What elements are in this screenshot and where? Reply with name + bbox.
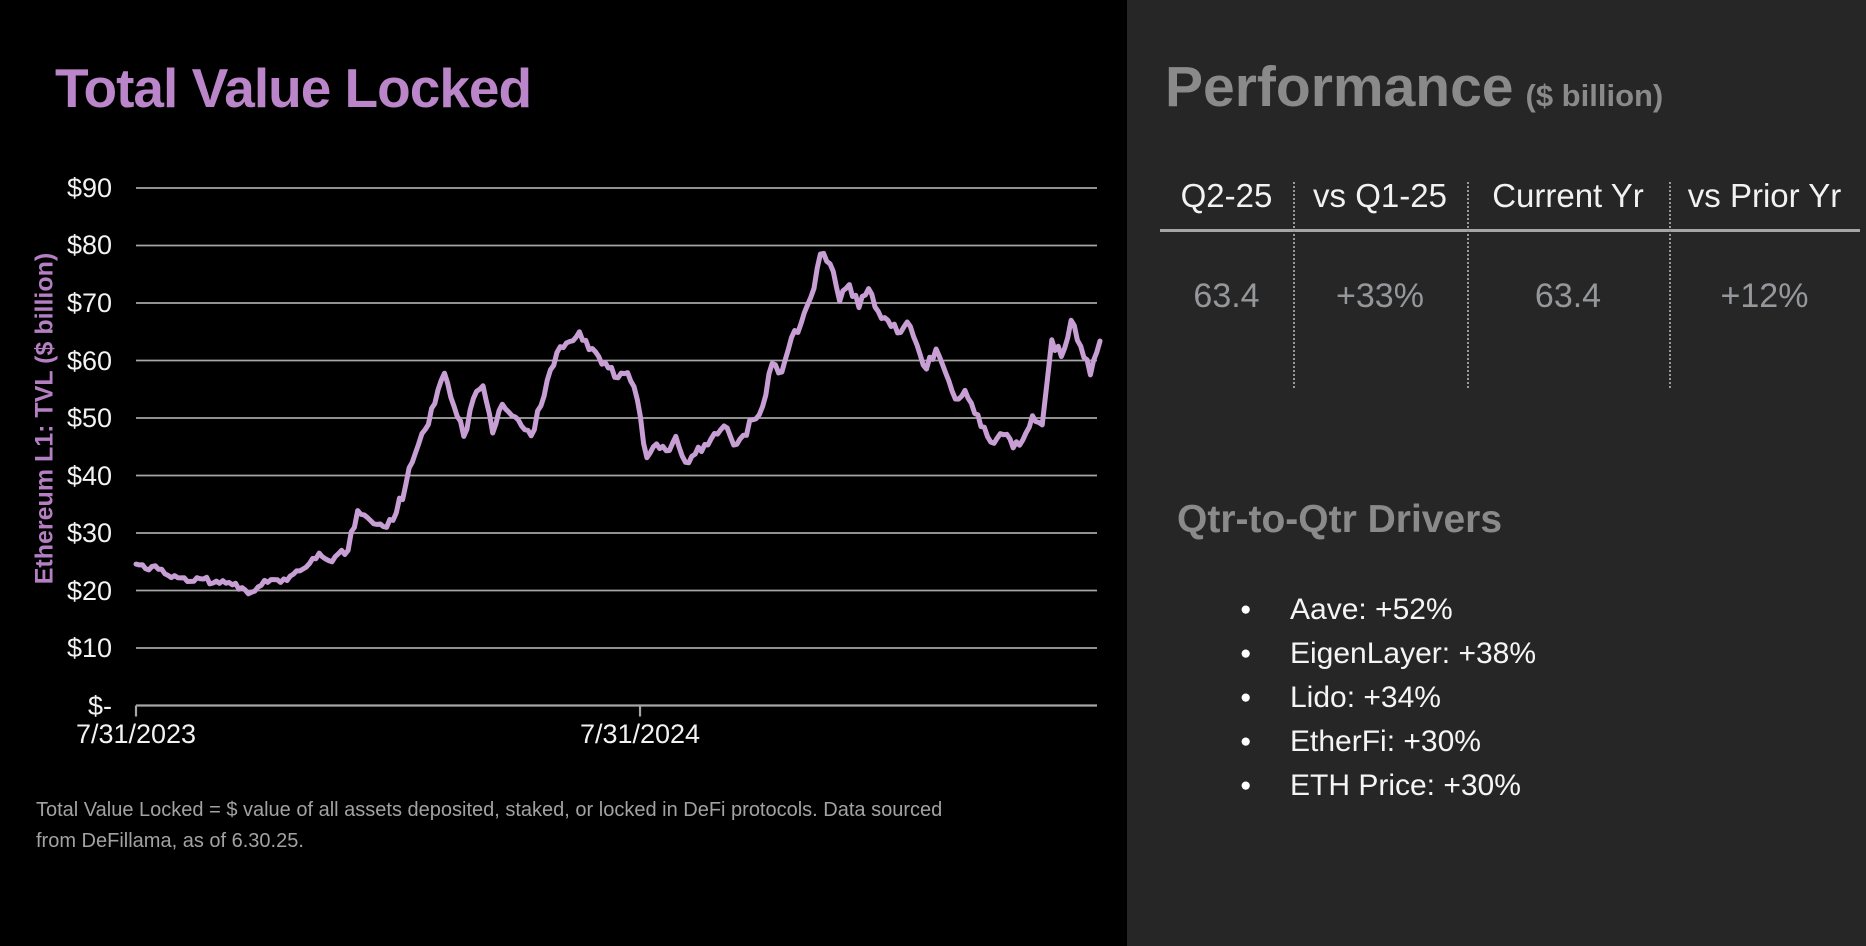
table-column-separator: [1293, 182, 1295, 388]
y-tick-label: $20: [66, 576, 112, 606]
tvl-series-line: [133, 250, 1103, 597]
list-item: ● EigenLayer: +38%: [1240, 632, 1536, 676]
driver-text: Aave: +52%: [1290, 593, 1453, 626]
y-tick-label: $60: [66, 346, 112, 376]
value-vs-q1-25: +33%: [1336, 277, 1424, 315]
table-header-underline: [1160, 229, 1860, 232]
column-header-vs-q1-25: vs Q1-25: [1313, 177, 1447, 214]
bullet-icon: ●: [1240, 731, 1252, 752]
value-current-yr: 63.4: [1534, 277, 1602, 315]
driver-text: EtherFi: +30%: [1290, 725, 1481, 758]
y-tick-label: $10: [66, 633, 112, 663]
bullet-icon: ●: [1240, 643, 1252, 664]
y-tick-label: $80: [66, 230, 112, 260]
y-tick-label: $30: [66, 518, 112, 548]
chart-footnote: Total Value Locked = $ value of all asse…: [36, 799, 943, 852]
performance-table-header-row: Q2-25 vs Q1-25 Current Yr vs Prior Yr: [1160, 170, 1860, 215]
x-axis-ticks: [134, 705, 642, 717]
performance-title: Performance ($ billion): [1165, 54, 1663, 120]
table-column-separator: [1669, 182, 1671, 388]
y-tick-label: $70: [66, 288, 112, 318]
x-tick-label-start: 7/31/2023: [75, 719, 197, 749]
column-header-current-yr: Current Yr: [1492, 177, 1644, 214]
drivers-heading: Qtr-to-Qtr Drivers: [1177, 498, 1503, 541]
driver-text: EigenLayer: +38%: [1290, 637, 1537, 670]
driver-text: ETH Price: +30%: [1290, 769, 1521, 802]
list-item: ● ETH Price: +30%: [1240, 764, 1536, 808]
bullet-icon: ●: [1240, 687, 1252, 708]
table-column-separator: [1467, 182, 1469, 388]
value-q2-25: 63.4: [1193, 277, 1260, 315]
bullet-icon: ●: [1240, 599, 1252, 620]
y-tick-label: $-: [87, 691, 112, 721]
tvl-chart-panel: Total Value Locked Ethereum L1: TVL ($ b…: [30, 57, 1103, 852]
list-item: ● EtherFi: +30%: [1240, 720, 1536, 764]
performance-table: Q2-25 vs Q1-25 Current Yr vs Prior Yr 63…: [1160, 170, 1860, 390]
y-tick-label: $40: [66, 461, 112, 491]
tvl-line-chart: [133, 187, 1103, 717]
list-item: ● Lido: +34%: [1240, 676, 1536, 720]
list-item: ● Aave: +52%: [1240, 588, 1536, 632]
value-vs-prior-yr: +12%: [1720, 277, 1809, 315]
x-tick-label-mid: 7/31/2024: [579, 719, 701, 749]
performance-title-unit: ($ billion): [1525, 78, 1664, 113]
y-tick-label: $90: [66, 173, 112, 203]
chart-title: Total Value Locked: [55, 57, 532, 119]
y-tick-label: $50: [66, 403, 112, 433]
bullet-icon: ●: [1240, 775, 1252, 796]
gridlines: [136, 187, 1097, 649]
performance-table-value-row: 63.4 +33% 63.4 +12%: [1160, 274, 1860, 318]
performance-panel: Performance ($ billion) Q2-25 vs Q1-25 Cu…: [1127, 0, 1866, 946]
column-header-q2-25: Q2-25: [1180, 177, 1273, 214]
performance-title-text: Performance: [1165, 55, 1514, 119]
drivers-list: ● Aave: +52% ● EigenLayer: +38% ● Lido: …: [1240, 588, 1536, 808]
column-header-vs-prior-yr: vs Prior Yr: [1687, 177, 1842, 214]
driver-text: Lido: +34%: [1290, 681, 1441, 714]
